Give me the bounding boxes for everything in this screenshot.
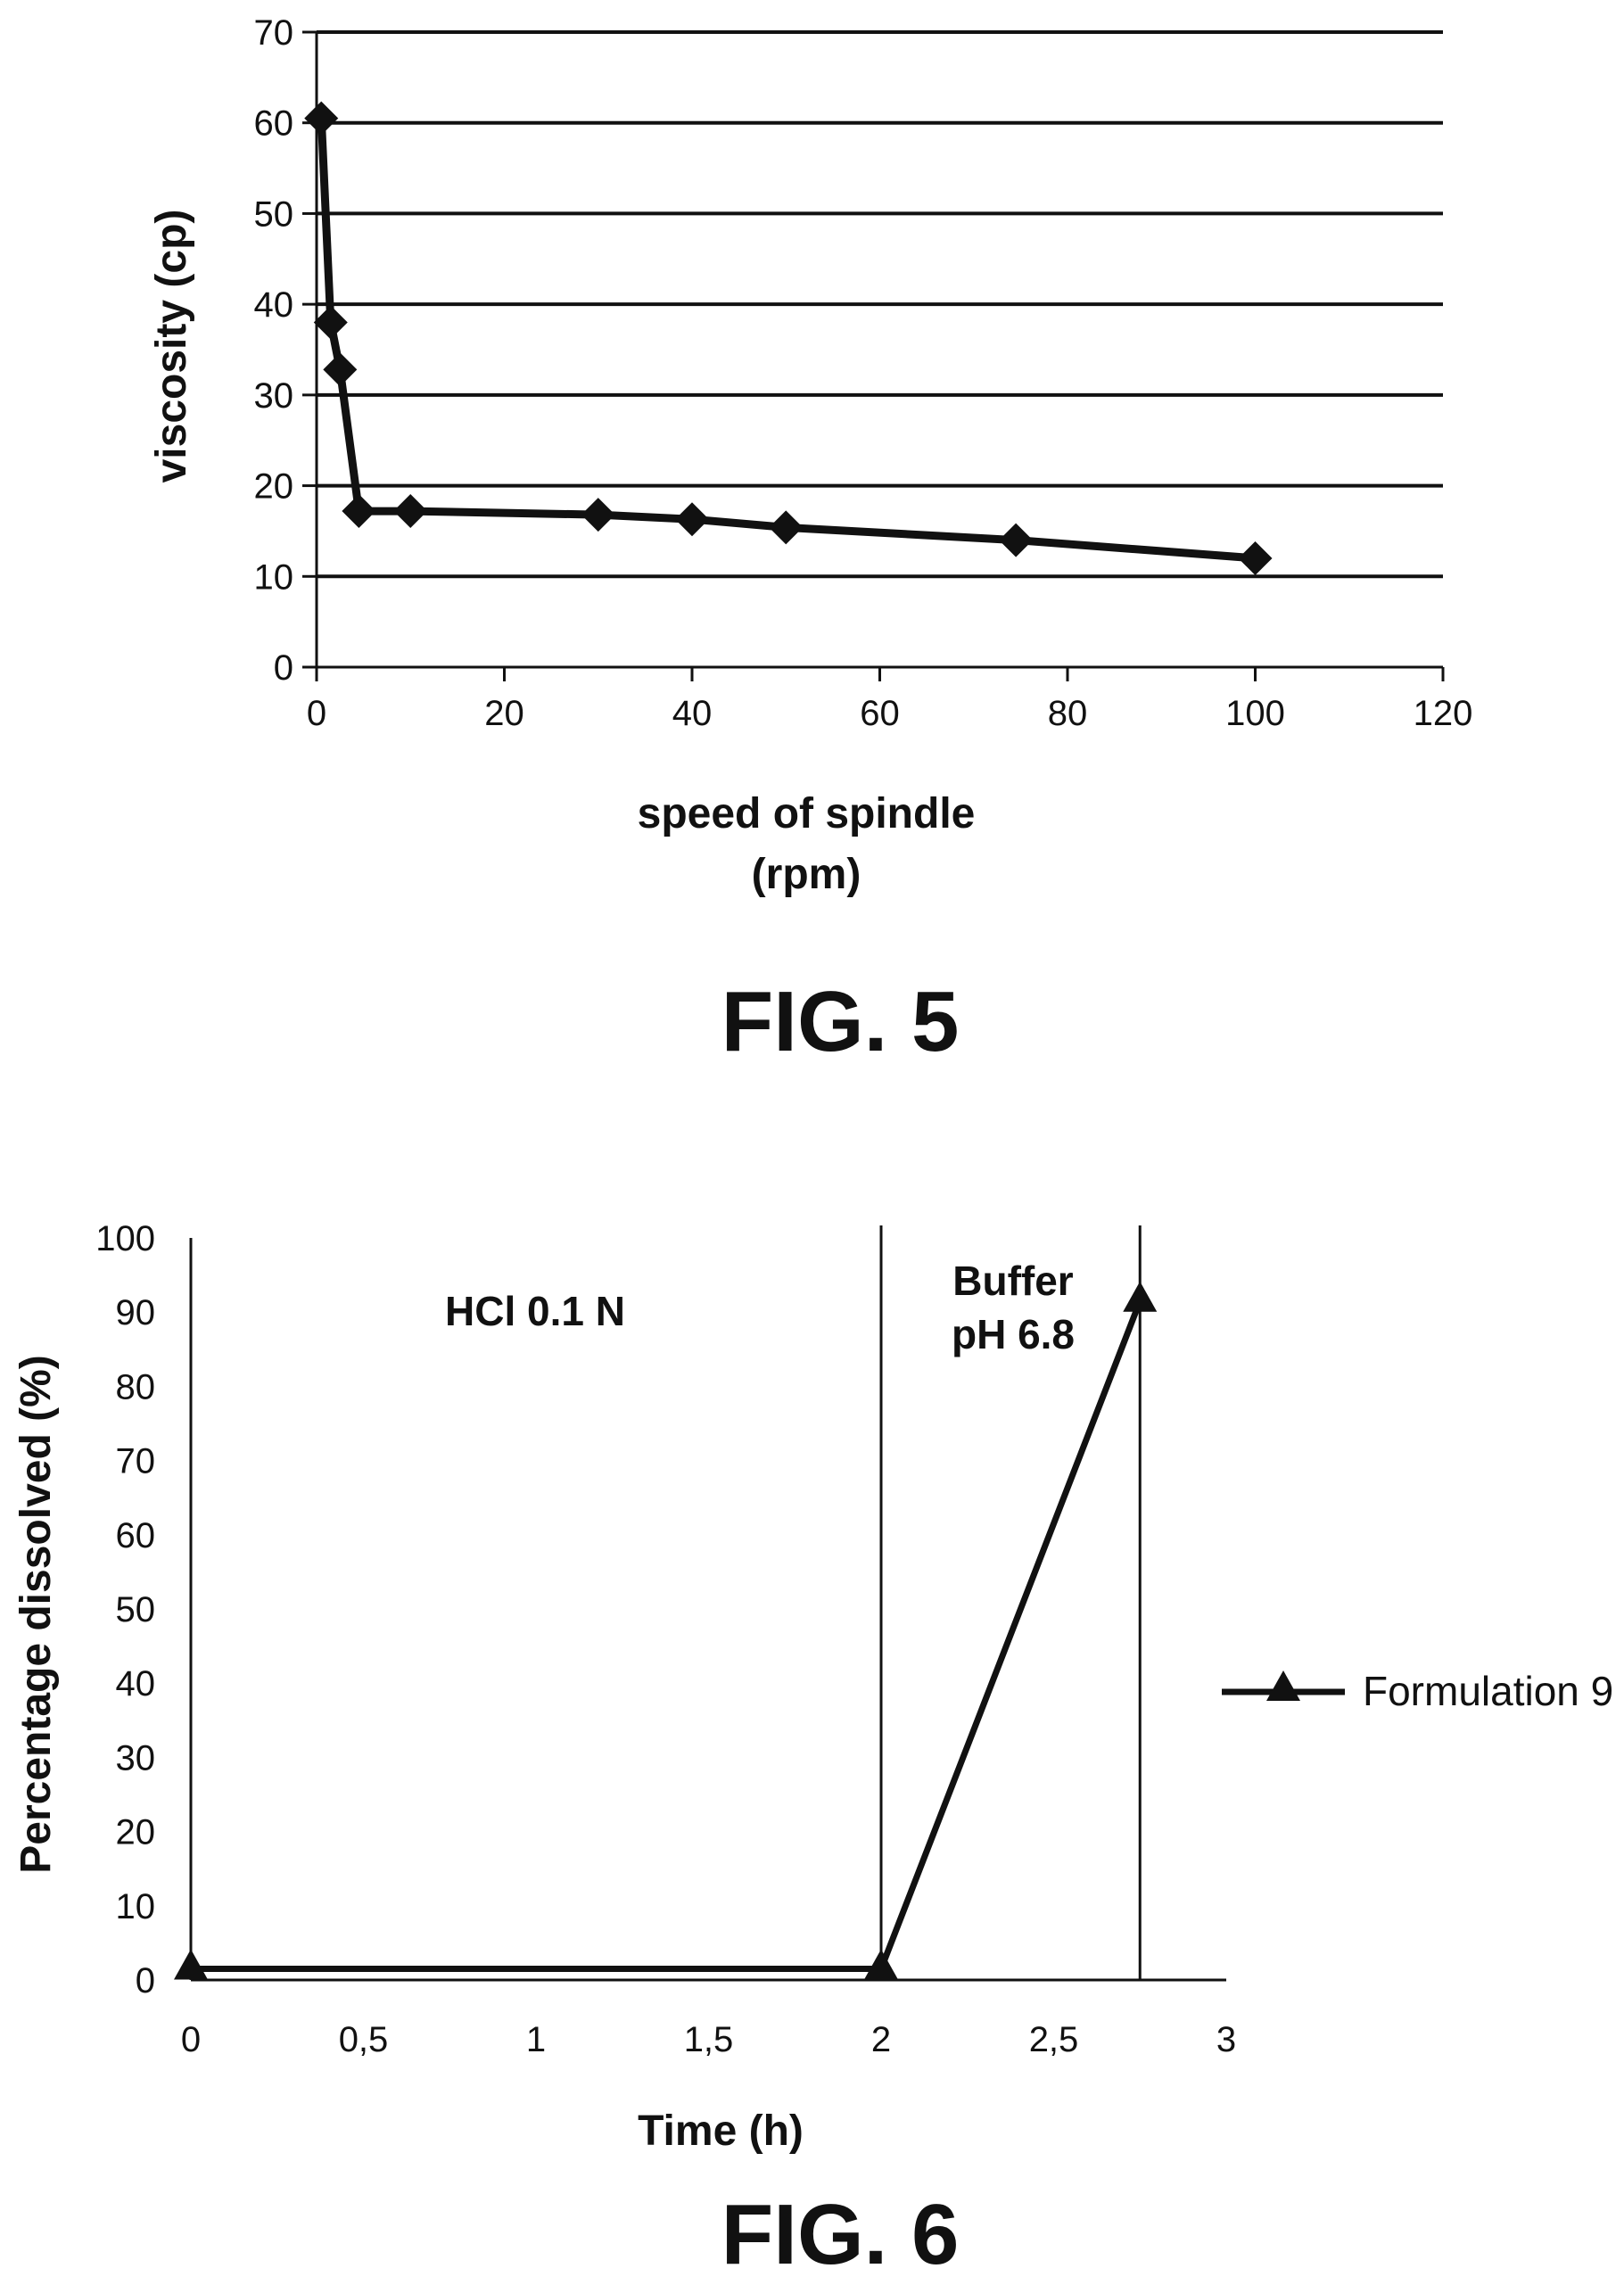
fig5-x-axis-title-line1: speed of spindle [638, 790, 976, 837]
fig5-y-tick-label: 40 [254, 285, 294, 325]
fig5-y-axis-title: viscosity (cp) [148, 210, 195, 483]
fig5-x-tick-label: 20 [484, 694, 524, 733]
fig6-triangle-marker [174, 1949, 208, 1980]
fig5-diamond-marker [675, 502, 709, 537]
fig5-y-tick-label: 70 [254, 13, 294, 53]
fig6-region-label-buffer-line2: pH 6.8 [952, 1311, 1075, 1357]
fig6-y-tick-label: 10 [116, 1887, 156, 1926]
fig5-y-tick-label: 50 [254, 194, 294, 234]
fig6-x-tick-label: 1,5 [684, 2020, 734, 2059]
fig6-y-tick-label: 50 [116, 1590, 156, 1629]
fig6-caption: FIG. 6 [721, 2187, 960, 2282]
fig5-diamond-marker [769, 510, 804, 545]
fig5-x-tick-label: 100 [1225, 694, 1285, 733]
fig5-diamond-marker [999, 523, 1034, 557]
fig5-x-axis-title-line2: (rpm) [752, 851, 861, 898]
fig6-axes [189, 1238, 1226, 1982]
fig5-diamond-marker [581, 498, 615, 532]
fig6-legend-label: Formulation 9 [1363, 1668, 1613, 1714]
fig5-x-tick-label: 80 [1048, 694, 1088, 733]
fig6-region-label-hcl: HCl 0.1 N [445, 1288, 625, 1334]
fig6-legend-triangle-marker [1266, 1670, 1300, 1701]
fig6-legend: Formulation 9 [1222, 1668, 1613, 1714]
fig6-y-axis-title: Percentage dissolved (%) [12, 1355, 60, 1874]
fig5-x-tick-label: 120 [1414, 694, 1473, 733]
fig6-x-tick-label: 0 [181, 2020, 201, 2059]
fig5-axes [302, 30, 1445, 681]
fig6-region-label-buffer-line1: Buffer [952, 1258, 1074, 1304]
fig5-series [304, 101, 1273, 575]
fig6-y-tick-labels: 0 10 20 30 40 50 60 70 80 90 100 [95, 1219, 155, 2000]
fig5-x-tick-label: 40 [672, 694, 713, 733]
fig6-x-tick-labels: 0 0,5 1 1,5 2 2,5 3 [181, 2020, 1236, 2059]
fig5-x-tick-label: 60 [860, 694, 900, 733]
fig6-chart: 0 10 20 30 40 50 60 70 80 90 100 0 0,5 1 1,5 2 2,5 3 HCl… [12, 1219, 1613, 2282]
fig6-x-tick-label: 2,5 [1029, 2020, 1079, 2059]
fig6-x-tick-label: 0,5 [339, 2020, 389, 2059]
fig6-triangle-marker [1123, 1281, 1158, 1312]
fig6-y-tick-label: 80 [116, 1367, 156, 1406]
fig6-y-tick-label: 30 [116, 1738, 156, 1778]
fig6-y-tick-label: 70 [116, 1442, 156, 1481]
fig6-series [174, 1281, 1158, 1980]
fig6-y-tick-label: 0 [136, 1961, 155, 2000]
fig6-series-line [191, 1299, 1143, 1972]
fig5-y-tick-label: 20 [254, 467, 294, 507]
fig5-diamond-marker [313, 305, 348, 340]
fig5-diamond-marker [393, 494, 428, 529]
fig5-diamond-marker [1238, 540, 1273, 575]
fig6-triangle-marker [864, 1949, 898, 1980]
fig5-diamond-marker [342, 494, 376, 529]
fig5-x-tick-labels: 0 20 40 60 80 100 120 [307, 694, 1473, 733]
fig6-x-tick-label: 1 [526, 2020, 546, 2059]
fig6-x-tick-label: 2 [871, 2020, 891, 2059]
fig5-y-tick-label: 60 [254, 104, 294, 144]
fig5-y-tick-labels: 0 10 20 30 40 50 60 70 [254, 13, 294, 688]
fig5-y-tick-label: 0 [274, 648, 293, 688]
fig5-diamond-marker [304, 101, 339, 136]
fig6-y-tick-label: 100 [95, 1219, 155, 1258]
fig6-x-tick-label: 3 [1216, 2020, 1236, 2059]
fig5-y-tick-label: 30 [254, 376, 294, 416]
fig6-y-tick-label: 20 [116, 1813, 156, 1852]
fig5-y-tick-label: 10 [254, 557, 294, 597]
fig5-caption: FIG. 5 [721, 974, 960, 1069]
fig6-phase-divider-lines [879, 1225, 1142, 1980]
fig5-gridlines [317, 30, 1443, 579]
fig5-diamond-marker [323, 352, 358, 387]
fig5-x-tick-label: 0 [307, 694, 326, 733]
fig6-x-axis-title: Time (h) [638, 2108, 804, 2155]
fig6-y-tick-label: 90 [116, 1293, 156, 1332]
fig5-chart: 0 10 20 30 40 50 60 70 0 20 40 60 80 100 120 viscosit… [148, 13, 1472, 1069]
fig5-series-line [317, 118, 1256, 563]
fig6-y-tick-label: 40 [116, 1664, 156, 1703]
fig6-y-tick-label: 60 [116, 1516, 156, 1555]
